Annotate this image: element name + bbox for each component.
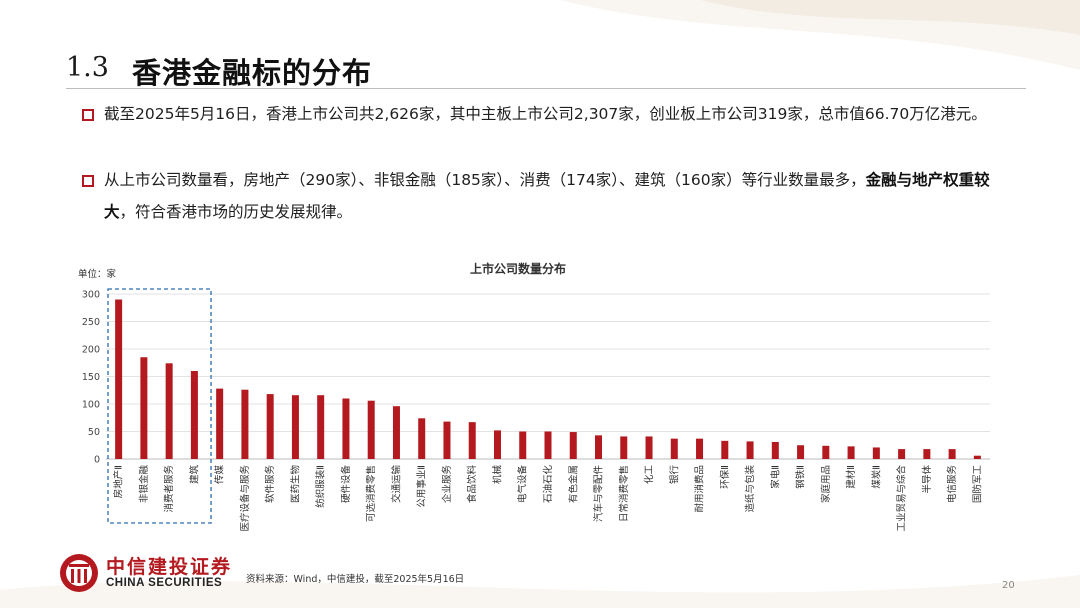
- x-tick-label: 消费者服务: [163, 465, 175, 513]
- bar-8: [291, 395, 299, 459]
- bar-32: [898, 449, 906, 459]
- y-tick-label: 100: [82, 400, 100, 411]
- title-divider: [66, 88, 1026, 89]
- x-tick-label: 日常消费零售: [618, 465, 630, 522]
- x-tick-label: 建材Ⅱ: [845, 465, 857, 489]
- bullet-square-icon: [82, 175, 94, 187]
- x-tick-label: 工业贸易与综合: [896, 465, 908, 532]
- bar-5: [216, 388, 224, 459]
- x-tick-label: 耐用消费品: [694, 465, 706, 513]
- x-tick-label: 硬件设备: [340, 465, 352, 504]
- y-tick-label: 250: [82, 317, 100, 328]
- bar-2: [140, 357, 148, 459]
- company-logo: 中信建投证券 CHINA SECURITIES: [58, 552, 238, 598]
- bar-27: [771, 441, 779, 459]
- bullet-text-2-part-2: ，符合香港市场的历史发展规律。: [119, 203, 353, 221]
- bullet-text-2-part-1: 从上市公司数量看，房地产（290家）、非银金融（185家）、消费（174家）、建…: [104, 171, 866, 189]
- bar-35: [973, 455, 981, 459]
- logo-chinese-name: 中信建投证券: [106, 556, 233, 578]
- x-tick-label: 软件服务: [264, 465, 276, 504]
- x-tick-label: 非银金融: [138, 465, 150, 504]
- x-tick-label: 电信服务: [946, 465, 958, 504]
- x-tick-label: 电气设备: [517, 465, 529, 504]
- unit-label: 单位：家: [78, 268, 117, 280]
- bar-9: [317, 395, 325, 459]
- bar-29: [822, 445, 830, 459]
- x-tick-label: 可选消费零售: [365, 465, 377, 522]
- bar-13: [418, 418, 426, 459]
- bar-4: [190, 371, 198, 459]
- x-tick-label: 传媒: [214, 465, 226, 485]
- bar-18: [544, 431, 552, 459]
- x-tick-label: 纺织服装Ⅱ: [315, 465, 327, 508]
- x-tick-label: 公用事业Ⅱ: [416, 465, 428, 508]
- bar-28: [797, 445, 805, 459]
- bar-33: [923, 449, 931, 459]
- bar-14: [443, 421, 451, 459]
- bar-19: [569, 432, 577, 459]
- bar-12: [392, 406, 400, 459]
- x-tick-label: 交通运输: [390, 465, 402, 504]
- bullet-square-icon: [82, 109, 94, 121]
- x-tick-label: 医疗设备与服务: [239, 465, 251, 532]
- listed-companies-bar-chart: 上市公司数量分布 单位：家 0 50 100 150 200 250 300 房地产Ⅱ 非银金融 消费…: [78, 261, 990, 532]
- bar-10: [342, 398, 350, 459]
- bar-31: [872, 447, 880, 459]
- x-tick-label: 钢铁Ⅱ: [795, 465, 807, 489]
- x-tick-label: 银行: [668, 465, 680, 485]
- x-tick-label: 环保Ⅱ: [719, 465, 731, 489]
- page-title: 香港金融标的分布: [132, 56, 373, 90]
- x-tick-label: 企业服务: [441, 465, 453, 504]
- bar-17: [519, 431, 527, 459]
- bar-6: [241, 389, 249, 459]
- x-tick-label: 有色金属: [567, 465, 579, 503]
- bar-3: [165, 363, 173, 459]
- y-tick-label: 0: [94, 455, 100, 466]
- bar-7: [266, 394, 274, 459]
- x-tick-label: 半导体: [921, 465, 933, 494]
- bar-24: [696, 438, 704, 459]
- x-tick-label: 机械: [491, 465, 503, 485]
- bar-11: [367, 400, 375, 459]
- x-tick-label: 化工: [643, 465, 655, 485]
- bar-21: [620, 436, 628, 459]
- y-tick-label: 300: [82, 290, 100, 301]
- x-tick-label: 医药生物: [289, 465, 301, 504]
- y-tick-label: 50: [88, 427, 100, 438]
- bar-1: [115, 299, 123, 459]
- x-tick-label: 国防军工: [971, 465, 983, 504]
- x-tick-label: 造纸与包装: [744, 465, 756, 513]
- chart-title: 上市公司数量分布: [470, 261, 566, 276]
- bullet-text-2: 从上市公司数量看，房地产（290家）、非银金融（185家）、消费（174家）、建…: [104, 164, 1004, 228]
- x-tick-label: 家电Ⅱ: [769, 465, 781, 489]
- page-number: 20: [1002, 580, 1015, 591]
- logo-english-name: CHINA SECURITIES: [106, 577, 223, 589]
- y-tick-label: 150: [82, 372, 100, 383]
- bar-26: [746, 441, 754, 459]
- y-tick-label: 200: [82, 345, 100, 356]
- bar-30: [847, 446, 855, 459]
- x-tick-label: 石油石化: [542, 465, 554, 504]
- bar-23: [670, 438, 678, 459]
- bullet-text-1: 截至2025年5月16日，香港上市公司共2,626家，其中主板上市公司2,307…: [104, 105, 987, 123]
- x-tick-label: 建筑: [188, 465, 200, 485]
- bar-15: [468, 422, 476, 459]
- bar-20: [595, 435, 603, 459]
- highlight-box: [107, 288, 212, 524]
- x-tick-label: 家庭用品: [820, 465, 832, 503]
- bar-16: [493, 430, 501, 459]
- bar-25: [721, 440, 729, 459]
- citic-emblem-icon: [60, 554, 98, 592]
- bullet-text-2-bold: 金融与地产权重较大: [104, 171, 990, 221]
- section-number: 1.3: [66, 52, 109, 83]
- source-note: 资料来源：Wind，中信建投，截至2025年5月16日: [246, 574, 465, 585]
- x-tick-label: 煤炭Ⅱ: [870, 465, 882, 489]
- x-tick-label: 汽车与零配件: [593, 465, 605, 523]
- x-tick-label: 食品饮料: [466, 465, 478, 504]
- bar-34: [948, 449, 956, 459]
- x-tick-label: 房地产Ⅱ: [113, 465, 125, 498]
- bar-22: [645, 436, 653, 459]
